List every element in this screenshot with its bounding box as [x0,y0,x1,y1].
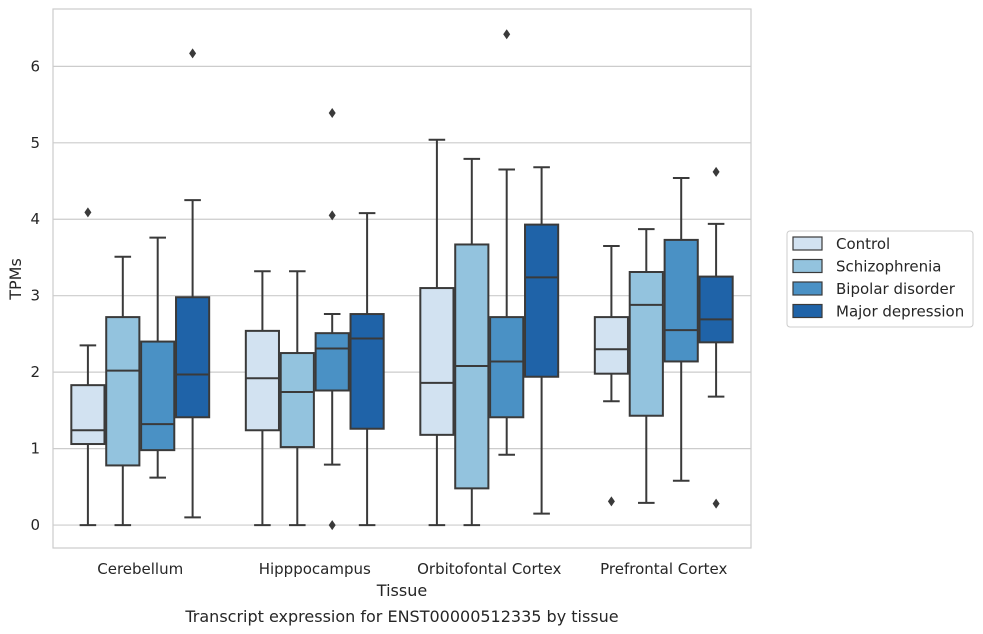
legend-swatch [792,303,823,319]
box-body [489,316,525,419]
x-tick-label: Orbitofontal Cortex [417,560,561,578]
box-body [244,329,280,432]
y-tick-label: 1 [30,440,40,458]
outlier-point [328,210,336,221]
outlier-point [503,29,511,40]
box-control [419,138,455,527]
box-body [175,296,211,419]
box-control [593,245,629,507]
box-schizophrenia [628,228,664,504]
box-bipolar-disorder [663,176,699,482]
y-tick-label: 2 [30,363,40,381]
legend-frame [786,230,974,328]
box-major-depression [175,48,211,519]
legend-swatch [792,258,823,274]
box-body [524,223,560,378]
box-control [70,207,106,527]
legend-label: Major depression [836,303,964,321]
outlier-point [189,48,197,59]
box-body [279,352,315,449]
box-major-depression [349,212,385,527]
box-body [419,287,455,436]
box-bipolar-disorder [140,236,176,479]
box-bipolar-disorder [489,29,525,456]
box-schizophrenia [454,157,490,527]
y-tick-label: 0 [30,516,40,534]
box-body [70,384,106,446]
box-body [140,340,176,452]
legend-swatch [792,281,823,296]
outlier-point [607,496,615,507]
legend-swatch [792,236,823,251]
x-tick-label: Cerebellum [97,560,183,578]
box-schizophrenia [279,270,315,527]
box-body [349,313,385,430]
box-bipolar-disorder [314,107,350,531]
legend-label: Schizophrenia [836,258,941,276]
legend: Control Schizophrenia Bipolar disorder Majo… [786,230,974,328]
y-tick-label: 6 [30,57,40,75]
outlier-point [84,207,92,218]
box-major-depression [698,166,734,509]
box-body [698,275,734,344]
legend-label: Bipolar disorder [836,280,956,298]
y-axis-ticks: 0 1 2 3 4 5 6 [30,57,40,534]
x-tick-label: Hipppocampus [259,560,371,578]
chart-caption: Transcript expression for ENST0000051233… [184,607,618,626]
box-major-depression [524,166,560,515]
y-axis-title: TPMs [6,258,25,301]
box-schizophrenia [105,255,141,527]
y-tick-label: 5 [30,134,40,152]
outlier-point [712,166,720,177]
box-body [105,316,141,467]
box-body [628,271,664,417]
box-body [593,316,629,375]
outlier-point [328,520,336,531]
plot-frame [52,8,752,549]
box-body [314,332,350,392]
outlier-point [328,107,336,118]
y-tick-label: 3 [30,287,40,305]
x-axis-ticks: Cerebellum Hipppocampus Orbitofontal Corte… [97,560,727,578]
boxes [70,29,734,531]
x-tick-label: Prefrontal Cortex [600,560,727,578]
box-body [663,238,699,363]
outlier-point [712,498,720,509]
x-axis-title: Tissue [376,581,427,600]
legend-label: Control [836,235,890,253]
y-tick-label: 4 [30,210,40,228]
box-control [244,270,280,527]
